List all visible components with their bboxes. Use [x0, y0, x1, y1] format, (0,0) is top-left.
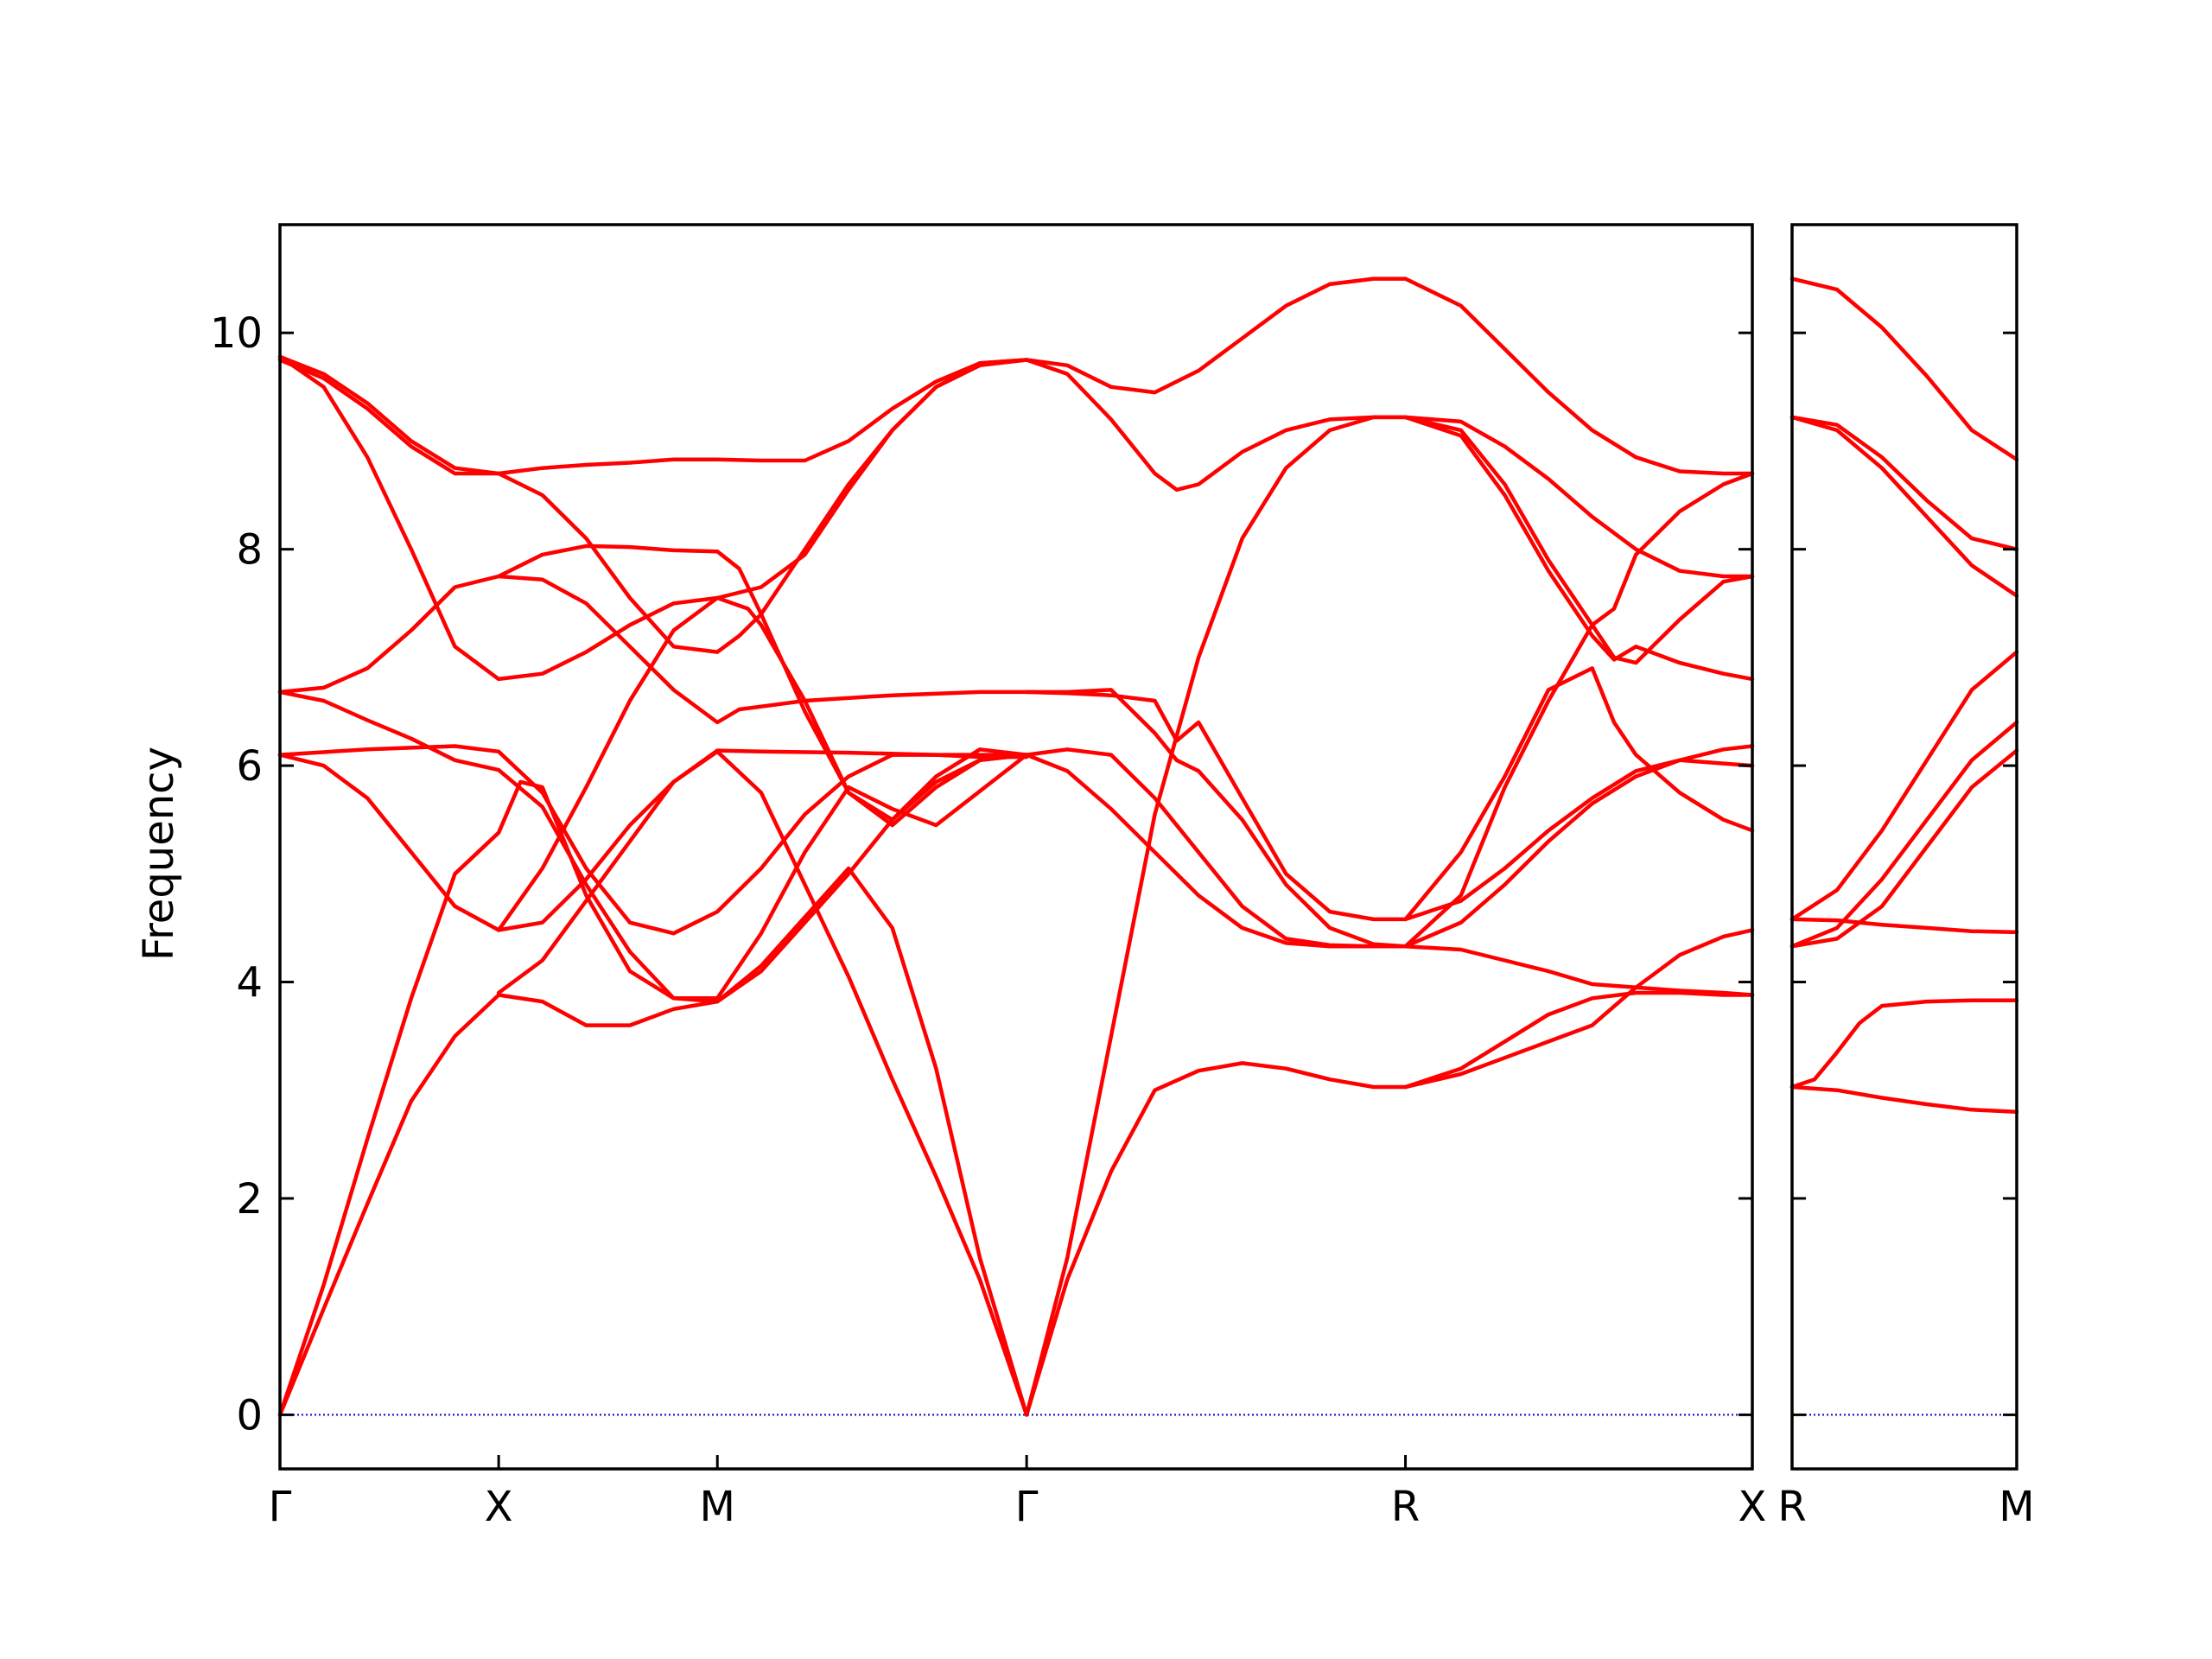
band-line-30: [1403, 276, 1755, 476]
plot-frame: [278, 223, 1754, 1471]
band-line-4: [277, 690, 1029, 1004]
x-tick-label: Γ: [1015, 1483, 1039, 1531]
band-line-2: [277, 749, 1029, 1417]
y-tick-label: 6: [236, 742, 263, 791]
band-line-8: [1789, 276, 2019, 461]
band-line-13: [1024, 753, 1408, 949]
y-axis-label: Frequency: [135, 747, 183, 961]
band-line-0: [277, 866, 1029, 1417]
y-tick-label: 4: [236, 959, 263, 1007]
band-line-29: [1403, 415, 1755, 579]
band-line-14: [1024, 747, 1408, 949]
band-line-8: [277, 358, 1029, 476]
band-line-4: [1789, 720, 2019, 949]
band-line-19: [1024, 276, 1408, 395]
plot-frame: [1790, 223, 2018, 1471]
band-line-21: [1403, 928, 1755, 1090]
band-line-1: [1789, 998, 2019, 1090]
x-tick-label: X: [485, 1483, 513, 1531]
band-line-7: [1789, 415, 2019, 551]
band-line-3: [1789, 748, 2019, 949]
band-line-23: [1403, 744, 1755, 949]
x-tick-label: R: [1391, 1483, 1420, 1531]
band-line-22: [1403, 944, 1755, 997]
band-line-26: [1403, 666, 1755, 922]
band-line-16: [1024, 688, 1408, 949]
band-line-6: [277, 354, 1029, 682]
band-line-20: [1403, 990, 1755, 1090]
x-tick-label: M: [1999, 1483, 2034, 1531]
x-tick-label: R: [1777, 1483, 1806, 1531]
y-tick-label: 10: [210, 309, 263, 358]
band-line-5: [277, 543, 1029, 822]
band-line-11: [496, 595, 1029, 932]
band-line-15: [1024, 690, 1408, 922]
x-tick-label: M: [700, 1483, 735, 1531]
band-line-7: [277, 354, 1029, 654]
band-line-18: [1024, 358, 1408, 493]
y-tick-label: 8: [236, 526, 263, 575]
band-line-25: [1403, 574, 1755, 949]
x-tick-label: X: [1738, 1483, 1767, 1531]
band-line-3: [277, 744, 1029, 936]
band-line-28: [1403, 415, 1755, 682]
band-line-12: [1024, 1061, 1408, 1417]
band-line-10: [496, 748, 1029, 995]
band-line-1: [277, 753, 1029, 1417]
band-line-6: [1789, 415, 2019, 598]
band-line-17: [1024, 415, 1408, 1417]
band-line-24: [1403, 758, 1755, 922]
panel-left: 0 2 4 6 8 10 Γ X M Γ R X: [210, 223, 1767, 1531]
band-line-9: [496, 574, 1029, 725]
x-tick-label: Γ: [269, 1483, 292, 1531]
band-line-27: [1403, 415, 1755, 627]
band-line-5: [1789, 650, 2019, 922]
band-line-2: [1789, 917, 2019, 935]
y-tick-label: 2: [236, 1175, 263, 1224]
band-line-0: [1789, 1084, 2019, 1115]
y-tick-label: 0: [236, 1391, 263, 1440]
